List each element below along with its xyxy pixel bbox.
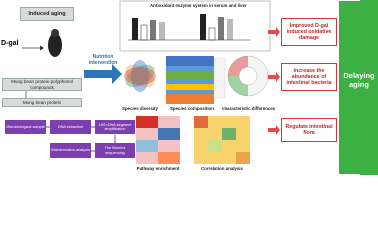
cladogram — [227, 55, 269, 97]
composition-bars — [166, 56, 226, 104]
panel-label: Species diversity — [122, 106, 158, 111]
mouse-head — [51, 29, 59, 37]
dgal: D-gal — [1, 40, 19, 47]
workflow-step: Microbiological sample — [5, 120, 46, 134]
outcome: Improved D-gal induced oxidative damage — [281, 18, 337, 46]
panel-label: Species composition — [170, 106, 214, 111]
workflow-step: Bioinformatics analysis — [50, 143, 91, 158]
mouse-icon — [48, 33, 62, 57]
workflow-step: The Illumina sequencing — [95, 143, 135, 158]
panel-label: Pathway enrichment — [136, 166, 180, 171]
conclusion-arrow — [339, 0, 378, 175]
venn-diagram — [124, 60, 156, 92]
panel-label: characteristic differences — [222, 106, 276, 111]
panel-label: Correlation analysis — [201, 166, 243, 171]
graphics — [22, 0, 378, 175]
heatmap — [136, 116, 180, 164]
graphical-abstract: {"left":{"induced_aging":"Induced aging"… — [0, 0, 378, 175]
outcome-arrows — [268, 27, 280, 135]
arrow-head — [40, 45, 44, 51]
intervention-arrow — [84, 64, 122, 84]
induced-aging: Induced aging — [20, 7, 74, 21]
correlation-heatmap — [194, 116, 250, 164]
intervention: Nutrition intervention — [88, 54, 118, 66]
workflow-step: 16S rDNA segment amplification — [95, 120, 135, 134]
panel-title: Antioxidant enzyme system in serum and l… — [150, 3, 247, 8]
outcome: Regulate intestinal flora — [281, 118, 337, 142]
workflow-arrows — [46, 126, 116, 152]
conclusion: Delaying aging — [343, 71, 375, 89]
group: Mung bean protein polyphenol compounds — [2, 78, 82, 91]
antioxidant-bars — [128, 14, 250, 41]
group: Mung bean protein — [2, 98, 82, 107]
outcome: Increase the abundance of intestinal bac… — [281, 63, 337, 91]
workflow-step: DNA extraction — [50, 120, 91, 134]
